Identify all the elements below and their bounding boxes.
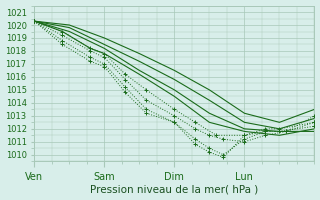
X-axis label: Pression niveau de la mer( hPa ): Pression niveau de la mer( hPa ) [90,184,259,194]
